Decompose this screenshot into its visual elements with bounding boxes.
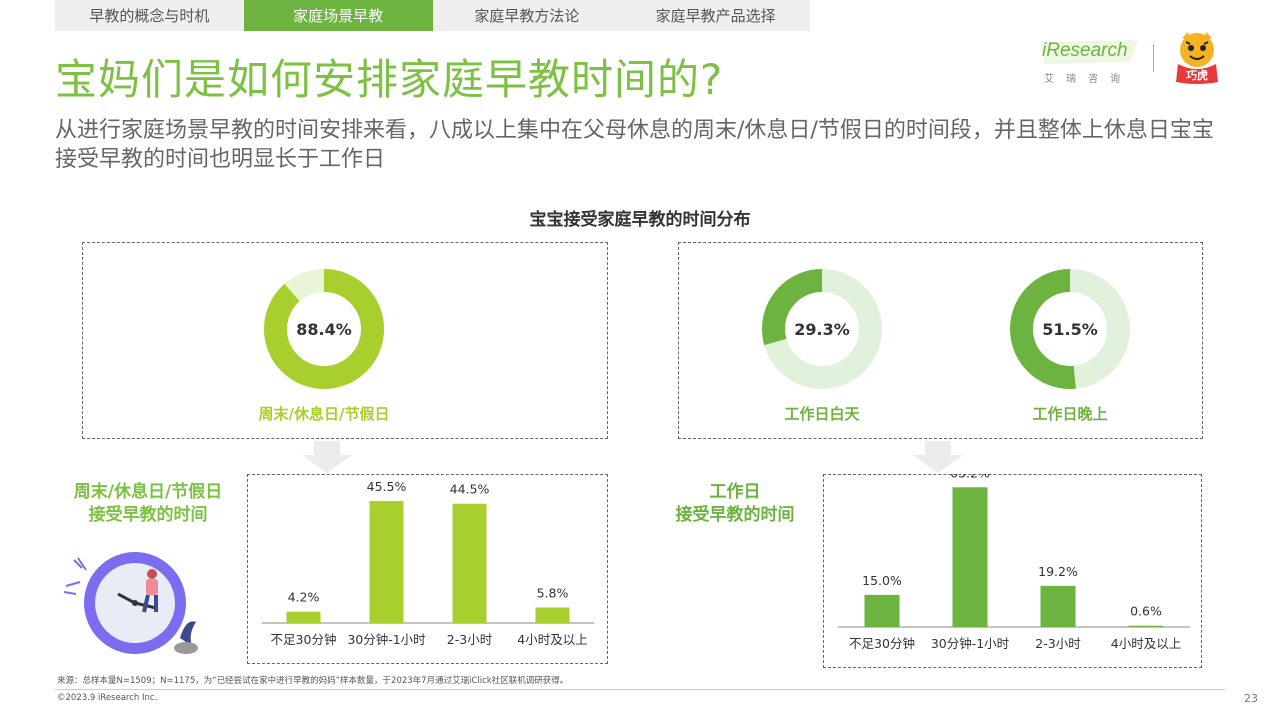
bar-chart-weekend: 4.2% 不足30分钟 45.5% 30分钟-1小时 44.5% 2-3小时 5.8% 4小时… [262,479,594,647]
bar-category-label: 不足30分钟 [271,632,337,647]
bar-category-label: 2-3小时 [447,632,493,647]
bar-category-label: 4小时及以上 [517,632,587,647]
workday-bar-title-line2: 接受早教的时间 [675,505,795,525]
tab-home-scene[interactable]: 家庭场景早教 [243,0,433,31]
tab-concept[interactable]: 早教的概念与时机 [89,7,210,25]
donut-workday-daytime-value: 29.3% [794,320,850,339]
weekend-bar-title: 周末/休息日/节假日 接受早教的时间 [56,481,240,527]
page-title: 宝妈们是如何安排家庭早教时间的? [55,55,724,104]
tab-methodology[interactable]: 家庭早教方法论 [474,7,580,25]
donut-workday-evening: 51.5% [1010,269,1130,389]
bar [452,503,487,623]
logo-divider [1153,44,1154,72]
bar-value-label: 15.0% [862,573,902,588]
bar [952,487,988,627]
donut-weekend-value-arc [264,269,384,389]
bar-category-label: 30分钟-1小时 [347,632,426,647]
weekend-bar-box [247,474,608,664]
donut-workday-evening-value-arc [1010,269,1130,389]
donut-weekend-label: 周末/休息日/节假日 [258,405,390,423]
copyright: ©2023.9 iResearch Inc. [57,693,158,703]
bar [1128,625,1164,627]
arrow-down-icon [913,441,963,473]
weekend-bar-title-line1: 周末/休息日/节假日 [73,482,223,502]
page-number: 23 [1244,692,1258,705]
weekend-bar-title-line2: 接受早教的时间 [88,505,208,525]
logo-brand-text: iResearch [1042,40,1128,61]
bar-value-label: 4.2% [288,590,320,605]
iresearch-logo: iResearch 艾瑞咨询 [1040,38,1140,88]
workday-bar-title-line1: 工作日 [709,482,761,502]
chart-title: 宝宝接受家庭早教的时间分布 [529,210,751,230]
bar-category-label: 不足30分钟 [849,636,915,651]
bar-value-label: 5.8% [537,585,569,600]
workday-bar-box [823,474,1202,668]
section-tabs: 早教的概念与时机 家庭场景早教 家庭早教方法论 家庭早教产品选择 [55,0,810,31]
weekend-donut-box [82,242,608,439]
arrow-down-icon [302,441,352,473]
donut-workday-evening-label: 工作日晚上 [1032,405,1108,423]
tab-product-choice[interactable]: 家庭早教产品选择 [655,7,776,25]
bar [369,501,404,623]
bar-value-label: 45.5% [367,479,407,494]
donut-weekend: 88.4% [264,269,384,389]
donut-workday-daytime-label: 工作日白天 [784,405,860,423]
donut-weekend-value: 88.4% [296,320,352,339]
bar [1040,585,1076,627]
donut-workday-daytime: 29.3% [762,269,882,389]
bar [535,607,570,623]
bar [864,594,900,627]
logo-brand-cn: 艾瑞咨询 [1044,74,1132,85]
bar-category-label: 2-3小时 [1035,636,1081,651]
bar-value-label: 19.2% [1038,564,1078,579]
logo-partner-text: 巧虎 [1186,68,1208,82]
bar [286,611,321,623]
donut-workday-daytime-value-arc [762,269,882,389]
bar-value-label: 0.6% [1130,604,1162,619]
page-subtitle: 从进行家庭场景早教的时间安排来看，八成以上集中在父母休息的周末/休息日/节假日的… [55,118,1214,172]
bar-chart-workday: 15.0% 不足30分钟 65.2% 30分钟-1小时 19.2% 2-3小时 0.6% 4小… [838,474,1190,651]
bar-value-label: 65.2% [950,474,990,480]
footer-divider [55,689,1225,690]
footnote: 来源：总样本量N=1509；N=1175，为“已经尝试在家中进行早教的妈妈”样本… [57,676,569,686]
bar-value-label: 44.5% [450,482,490,497]
qiaohu-logo: 巧虎 [1176,32,1218,84]
clock-illustration [63,552,198,654]
donut-workday-evening-value: 51.5% [1042,320,1098,339]
workday-bar-title: 工作日 接受早教的时间 [650,481,820,527]
workday-donut-box [678,242,1203,439]
bar-category-label: 4小时及以上 [1111,636,1181,651]
bar-category-label: 30分钟-1小时 [931,636,1010,651]
